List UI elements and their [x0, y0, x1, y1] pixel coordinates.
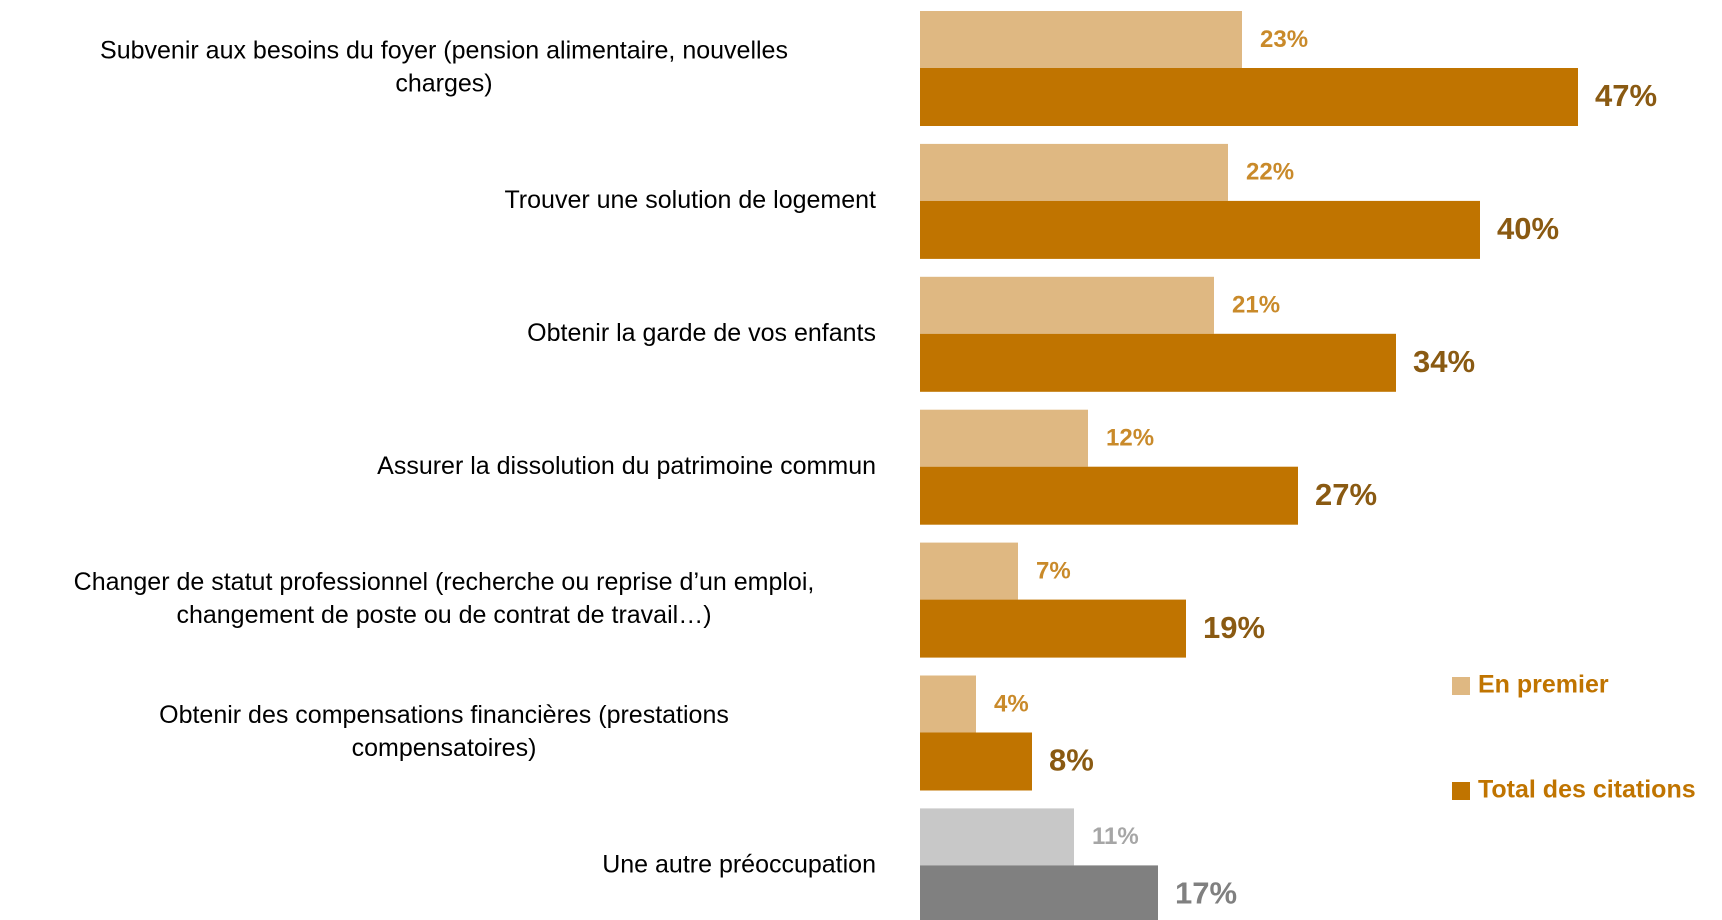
value-label: 4%	[994, 690, 1029, 717]
legend-label: Total des citations	[1478, 776, 1696, 804]
value-label: 19%	[1203, 610, 1265, 645]
value-label: 22%	[1246, 159, 1294, 186]
value-label: 11%	[1092, 823, 1139, 850]
category-label: Une autre préoccupation	[602, 851, 876, 879]
bar	[920, 599, 1186, 658]
bar	[920, 466, 1298, 525]
value-label: 21%	[1232, 292, 1280, 319]
value-label: 23%	[1260, 26, 1308, 53]
bar	[920, 143, 1228, 201]
value-label: 47%	[1595, 78, 1657, 113]
category-label: changement de poste ou de contrat de tra…	[176, 601, 711, 629]
value-label: 34%	[1413, 344, 1475, 379]
legend-label: En premier	[1478, 671, 1609, 699]
value-label: 12%	[1106, 425, 1154, 452]
value-label: 27%	[1315, 477, 1377, 512]
bar	[920, 675, 976, 733]
category-label: Obtenir la garde de vos enfants	[527, 319, 876, 347]
legend-swatch	[1452, 677, 1470, 695]
bar	[920, 333, 1396, 392]
category-label: compensatoires)	[352, 734, 537, 762]
legend-swatch	[1452, 782, 1470, 800]
bar	[920, 200, 1480, 259]
value-label: 40%	[1497, 211, 1559, 246]
category-label: Assurer la dissolution du patrimoine com…	[377, 452, 876, 480]
category-label: charges)	[395, 70, 492, 98]
bar	[920, 276, 1214, 334]
value-label: 8%	[1049, 743, 1094, 778]
bar	[920, 542, 1018, 600]
category-label: Obtenir des compensations financières (p…	[159, 701, 729, 729]
bar	[920, 409, 1088, 467]
category-label: Subvenir aux besoins du foyer (pension a…	[100, 37, 788, 65]
bar	[920, 11, 1242, 68]
bar	[920, 808, 1074, 866]
value-label: 7%	[1036, 557, 1071, 584]
bar	[920, 865, 1158, 920]
category-label: Changer de statut professionnel (recherc…	[74, 568, 815, 596]
category-label: Trouver une solution de logement	[504, 186, 876, 214]
bar	[920, 68, 1578, 126]
bar	[920, 732, 1032, 791]
value-label: 17%	[1175, 876, 1237, 911]
